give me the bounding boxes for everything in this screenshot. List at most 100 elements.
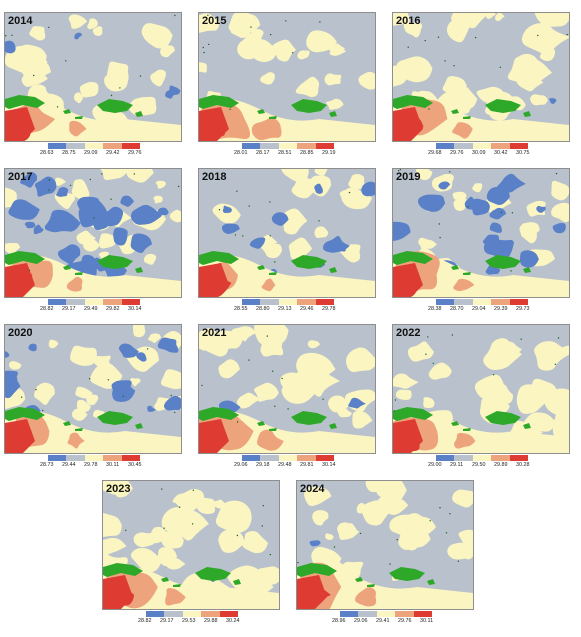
cool-sst-area: [33, 224, 44, 235]
island-dot: [439, 507, 441, 509]
warm-sst-area: [132, 325, 146, 338]
legend-swatch: [491, 455, 510, 461]
land-mass: [291, 255, 327, 269]
island-dot: [201, 384, 203, 387]
cool-sst-area: [5, 40, 16, 54]
legend-tick-label: 28.63: [40, 150, 54, 156]
cool-sst-area: [309, 540, 321, 547]
legend-swatch: [278, 299, 298, 305]
warm-sst-area: [103, 512, 122, 537]
year-label: 2015: [202, 15, 227, 27]
legend-tick-label: 29.88: [204, 618, 218, 624]
island-dot: [48, 179, 50, 181]
land-mass: [329, 267, 337, 273]
legend-tick-label: 28.82: [138, 618, 152, 624]
legend-swatch: [297, 299, 316, 305]
hot-sst-area: [103, 575, 133, 609]
legend-tick-label: 29.76: [128, 150, 142, 156]
land-mass: [97, 411, 133, 425]
legend-swatch: [66, 299, 85, 305]
island-dot: [65, 60, 67, 62]
land-mass: [5, 251, 45, 265]
cool-sst-area: [485, 263, 501, 275]
color-legend: [242, 455, 335, 461]
legend-tick-label: 29.39: [494, 306, 508, 312]
land-mass: [291, 411, 327, 425]
island-dot: [555, 172, 558, 175]
warm-sst-area: [215, 500, 252, 533]
sst-map: 2016: [392, 12, 570, 142]
island-dot: [451, 334, 454, 336]
island-dot: [359, 532, 362, 535]
legend-tick-label: 29.78: [84, 462, 98, 468]
island-dot: [270, 33, 272, 36]
orange-sst-area: [452, 122, 473, 139]
land-mass: [161, 577, 169, 582]
legend-swatch: [242, 143, 261, 149]
legend-swatch: [260, 455, 279, 461]
sst-map-2014: [5, 14, 181, 141]
island-dot: [262, 505, 264, 507]
warm-sst-area: [543, 388, 569, 416]
legend-tick-label: 29.17: [62, 306, 76, 312]
sst-map-2019: [393, 169, 569, 297]
warm-sst-area: [403, 22, 415, 33]
land-mass: [523, 423, 531, 429]
cool-sst-area: [34, 176, 57, 197]
island-dot: [566, 33, 568, 36]
cool-sst-area: [322, 236, 350, 253]
warm-sst-area: [218, 359, 240, 379]
legend-ticks: 29.06 29.18 29.48 29.81 30.14: [234, 462, 346, 469]
warm-sst-area: [521, 23, 569, 55]
island-dot: [89, 178, 92, 181]
color-legend: [436, 143, 529, 149]
island-dot: [248, 359, 250, 361]
warm-sst-area: [19, 44, 47, 65]
land-mass: [103, 563, 143, 577]
orange-sst-area: [251, 117, 282, 141]
legend-ticks: 28.73 29.44 29.78 30.11 30.45: [40, 462, 152, 469]
warm-sst-area: [365, 481, 385, 493]
land-mass: [297, 563, 337, 577]
year-label: 2014: [8, 15, 33, 27]
legend-swatch: [242, 455, 261, 461]
map-panel-2019: 2019 28.38 28.70 29.04 29.39 29.73: [390, 166, 571, 313]
island-dot: [191, 523, 194, 525]
warm-sst-area: [314, 169, 328, 176]
cool-sst-area: [417, 194, 446, 212]
cool-sst-area: [536, 205, 546, 213]
sst-map: 2023: [102, 480, 280, 610]
legend-tick-label: 29.73: [516, 306, 530, 312]
land-mass: [63, 109, 71, 114]
legend-swatch: [48, 143, 67, 149]
legend-swatch: [219, 611, 239, 617]
legend-swatch: [436, 143, 455, 149]
legend-swatch: [315, 143, 335, 149]
island-dot: [281, 377, 283, 380]
land-mass: [199, 251, 239, 265]
land-mass: [355, 577, 363, 582]
legend-swatch: [297, 455, 316, 461]
land-mass: [427, 579, 435, 585]
island-dot: [499, 66, 501, 68]
legend-swatch: [413, 611, 433, 617]
island-dot: [427, 336, 429, 338]
warm-sst-area: [130, 547, 162, 573]
island-dot: [554, 363, 557, 365]
island-dot: [425, 353, 427, 355]
warm-sst-area: [551, 202, 569, 223]
year-label: 2020: [8, 327, 33, 339]
island-dot: [28, 269, 31, 271]
land-mass: [451, 421, 459, 426]
warm-sst-area: [199, 254, 375, 297]
land-mass: [97, 99, 133, 113]
cool-sst-area: [147, 405, 156, 412]
warm-sst-area: [393, 373, 419, 389]
warm-sst-area: [5, 410, 181, 453]
year-label: 2023: [106, 483, 131, 495]
cool-sst-area: [222, 205, 232, 214]
legend-tick-label: 30.42: [494, 150, 508, 156]
legend-tick-label: 28.38: [428, 306, 442, 312]
warm-sst-area: [107, 61, 129, 85]
warm-sst-area: [472, 183, 483, 193]
